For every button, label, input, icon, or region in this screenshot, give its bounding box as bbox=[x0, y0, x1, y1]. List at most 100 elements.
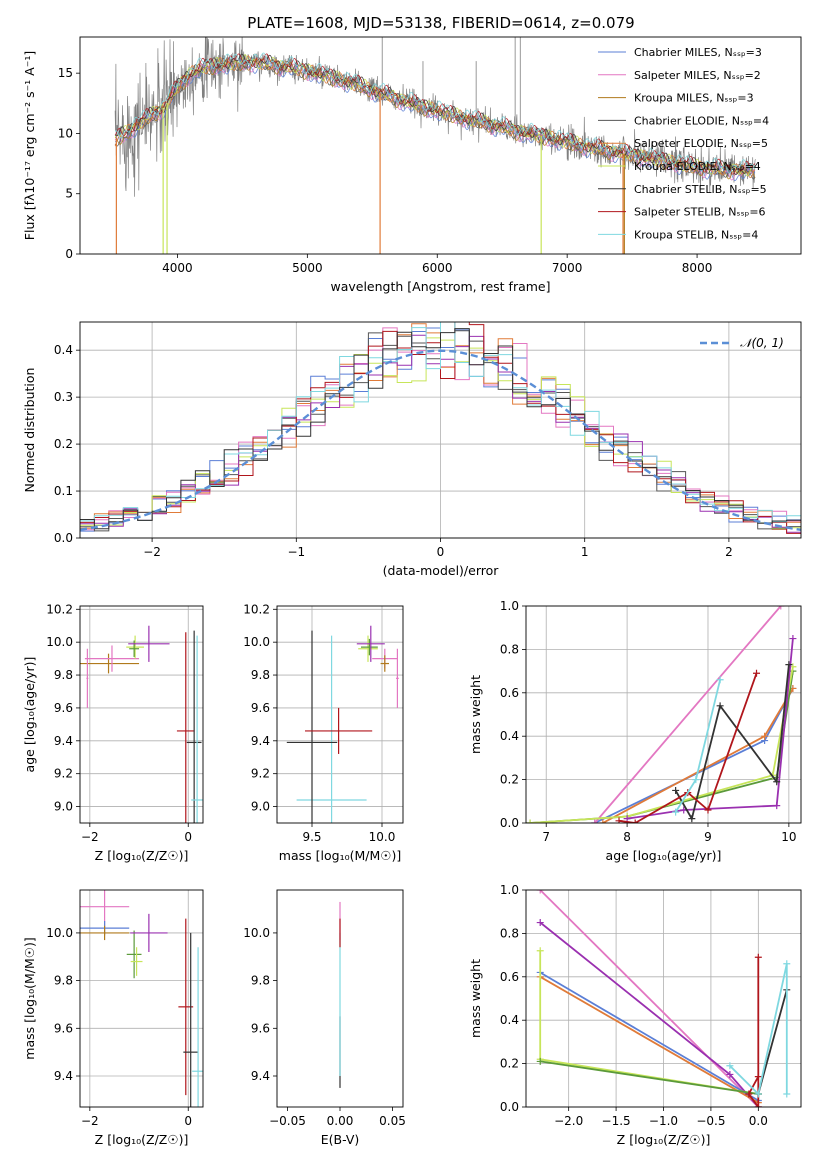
y-tick-label: 9.0 bbox=[251, 800, 270, 814]
model-spectrum-line bbox=[114, 52, 756, 174]
weight-line bbox=[594, 606, 782, 823]
error-bar-point bbox=[192, 947, 203, 1107]
y-tick-label: 10.0 bbox=[243, 926, 270, 940]
x-tick-label: −1 bbox=[287, 545, 305, 559]
spectrum-title: PLATE=1608, MJD=53138, FIBERID=0614, z=0… bbox=[247, 14, 634, 32]
x-tick-label: 9 bbox=[704, 830, 712, 844]
x-axis-label: age [log₁₀(age/yr)] bbox=[606, 848, 722, 863]
weight-marker bbox=[753, 669, 761, 677]
x-tick-label: 8 bbox=[623, 830, 631, 844]
error-bar-point bbox=[126, 930, 142, 979]
y-tick-label: 0.0 bbox=[500, 816, 519, 830]
weight-marker bbox=[631, 819, 639, 823]
y-tick-label: 0.8 bbox=[500, 642, 519, 656]
y-tick-label: 10.2 bbox=[46, 602, 73, 616]
y-tick-label: 10.0 bbox=[46, 926, 73, 940]
y-tick-label: 9.8 bbox=[54, 974, 73, 988]
error-bar-point bbox=[183, 932, 199, 1107]
error-bar-point bbox=[380, 655, 389, 672]
weight-series bbox=[745, 953, 762, 1107]
y-axis-label: age [log₁₀(age/yr)] bbox=[22, 657, 37, 773]
spectrum-axes: 4000 5000 6000 7000 8000 0 5 10 15 wavelength [An… bbox=[22, 36, 802, 294]
error-bar-point bbox=[129, 640, 140, 657]
weight-line bbox=[540, 1060, 759, 1095]
weight-marker bbox=[785, 661, 793, 669]
legend-entry: Salpeter STELIB, Nₛₛₚ=6 bbox=[634, 206, 766, 219]
y-tick-label: 15 bbox=[58, 66, 73, 80]
y-tick-label: 9.2 bbox=[251, 767, 270, 781]
x-tick-label: 2 bbox=[725, 545, 733, 559]
y-axis-label: mass [log₁₀(M/M☉)] bbox=[22, 937, 37, 1059]
weight-marker bbox=[777, 606, 785, 610]
y-tick-label: 10.0 bbox=[243, 635, 270, 649]
error-bar-point bbox=[296, 635, 367, 823]
error-bar-point bbox=[286, 630, 338, 823]
legend-entry: Kroupa MILES, Nₛₛₚ=3 bbox=[634, 92, 754, 105]
x-axis-label: Z [log₁₀(Z/Z☉)] bbox=[95, 1132, 189, 1147]
weight-series bbox=[536, 968, 762, 1104]
weight-marker bbox=[761, 732, 769, 740]
y-tick-label: 9.8 bbox=[251, 974, 270, 988]
spectrum-plot-area bbox=[114, 37, 756, 254]
error-bar-point bbox=[130, 913, 168, 952]
weight-series bbox=[672, 661, 793, 823]
residuals-axes: −2 −1 0 1 2 0.0 0.1 0.2 0.3 0.4 (data-model)/error… bbox=[22, 321, 802, 578]
model-spectrum-line bbox=[114, 59, 756, 181]
y-tick-label: 0.2 bbox=[500, 1057, 519, 1071]
error-bar-point bbox=[80, 653, 140, 674]
x-tick-label: 7 bbox=[542, 830, 550, 844]
y-tick-label: 0.2 bbox=[54, 437, 73, 451]
y-tick-label: 9.4 bbox=[54, 1069, 73, 1083]
weight-marker bbox=[536, 1057, 544, 1065]
error-bar-point bbox=[86, 648, 89, 708]
x-tick-label: −0.5 bbox=[696, 1114, 725, 1128]
age_vs_Z-axes: −2 0 9.0 9.2 9.4 9.6 9.8 10.0 10.2 Z [log₁₀(Z/Z☉)… bbox=[22, 602, 204, 863]
x-axis-label: wavelength [Angstrom, rest frame] bbox=[330, 279, 550, 294]
weight-marker bbox=[726, 1070, 734, 1078]
x-tick-label: 7000 bbox=[552, 261, 583, 275]
x-tick-label: −2 bbox=[81, 1114, 99, 1128]
x-tick-label: 4000 bbox=[162, 261, 193, 275]
x-tick-label: 6000 bbox=[422, 261, 453, 275]
weight-series bbox=[672, 676, 724, 816]
weight-line bbox=[747, 957, 760, 1107]
weight-line bbox=[729, 963, 788, 1096]
weight_vs_age-frame bbox=[525, 605, 802, 824]
weight-marker bbox=[754, 1090, 762, 1098]
y-tick-label: 1.0 bbox=[500, 599, 519, 613]
x-tick-label: −2 bbox=[143, 545, 161, 559]
y-tick-label: 0.0 bbox=[500, 1100, 519, 1114]
legend-entry: Salpeter MILES, Nₛₛₚ=2 bbox=[634, 69, 761, 82]
y-tick-label: 10.0 bbox=[46, 635, 73, 649]
residual-legend: 𝒩(0, 1) bbox=[700, 336, 784, 350]
x-axis-label: Z [log₁₀(Z/Z☉)] bbox=[617, 1132, 711, 1147]
weight-marker bbox=[783, 960, 791, 968]
weight-marker bbox=[599, 819, 607, 823]
x-tick-label: 8000 bbox=[682, 261, 713, 275]
weight-marker bbox=[726, 1062, 734, 1070]
y-tick-label: 0.3 bbox=[54, 390, 73, 404]
legend-entry: Chabrier MILES, Nₛₛₚ=3 bbox=[634, 46, 762, 59]
weight_vs_age-plot-area bbox=[526, 606, 797, 823]
error-bar-point bbox=[186, 630, 202, 823]
x-tick-label: −1.0 bbox=[649, 1114, 678, 1128]
weight-line bbox=[539, 921, 759, 1107]
age_vs_mass-frame bbox=[276, 605, 404, 824]
weight-marker bbox=[536, 947, 544, 955]
weight-series bbox=[754, 986, 791, 1098]
error-bar-point bbox=[80, 925, 130, 941]
weight-marker bbox=[672, 786, 680, 794]
age_vs_Z-plot-area bbox=[80, 625, 203, 823]
x-axis-label: E(B-V) bbox=[321, 1132, 360, 1147]
gaussian-reference-curve bbox=[80, 349, 801, 531]
error-bar-point bbox=[358, 635, 378, 662]
x-tick-label: 0 bbox=[437, 545, 445, 559]
mass_vs_Z-plot-area bbox=[80, 890, 203, 1107]
weight-marker bbox=[754, 1073, 762, 1081]
weight-marker bbox=[745, 1090, 753, 1098]
y-tick-label: 9.8 bbox=[54, 668, 73, 682]
x-tick-label: 9.5 bbox=[302, 830, 321, 844]
y-tick-label: 0.6 bbox=[500, 686, 519, 700]
x-axis-label: Z [log₁₀(Z/Z☉)] bbox=[95, 848, 189, 863]
